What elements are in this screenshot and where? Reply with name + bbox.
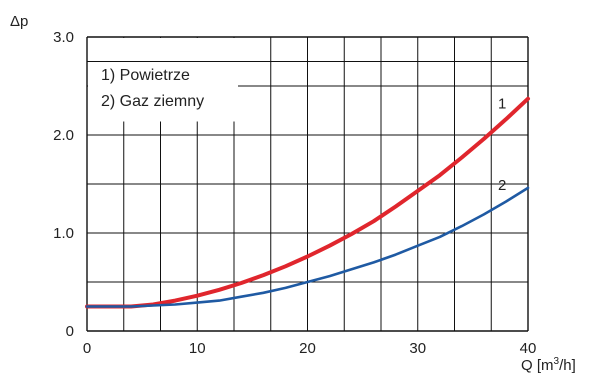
series-line-2 xyxy=(85,186,530,308)
x-tick-label: 30 xyxy=(409,340,426,357)
series-group: 12 xyxy=(85,96,530,309)
legend-entry-1: 1) Powietrze xyxy=(101,67,190,84)
chart-grid xyxy=(86,36,529,332)
y-tick-label: 3.0 xyxy=(53,29,74,46)
x-axis-label-superscript: 3 xyxy=(554,356,560,367)
legend-entry-2: 2) Gaz ziemny xyxy=(101,93,204,110)
y-tick-label: 1.0 xyxy=(53,225,74,242)
series-label-1: 1 xyxy=(498,96,506,113)
series-line-1 xyxy=(85,96,530,309)
legend-background xyxy=(88,38,238,122)
x-axis-label: Q [m3/h] xyxy=(521,356,576,374)
y-tick-label: 0 xyxy=(66,323,74,340)
x-tick-label: 40 xyxy=(520,340,537,357)
x-tick-label: 10 xyxy=(189,340,206,357)
x-tick-label: 0 xyxy=(83,340,91,357)
legend: 1) Powietrze 2) Gaz ziemny xyxy=(87,38,528,122)
y-tick-labels: 0 1.0 2.0 3.0 xyxy=(53,29,74,340)
series-label-2: 2 xyxy=(498,177,506,194)
y-tick-label: 2.0 xyxy=(53,127,74,144)
x-axis-label-main: Q [m xyxy=(521,357,554,374)
x-tick-labels: 0 10 20 30 40 xyxy=(83,340,537,357)
x-tick-label: 20 xyxy=(299,340,316,357)
y-axis-label: Δp xyxy=(10,13,28,30)
x-axis-label-tail: /h] xyxy=(559,357,576,374)
